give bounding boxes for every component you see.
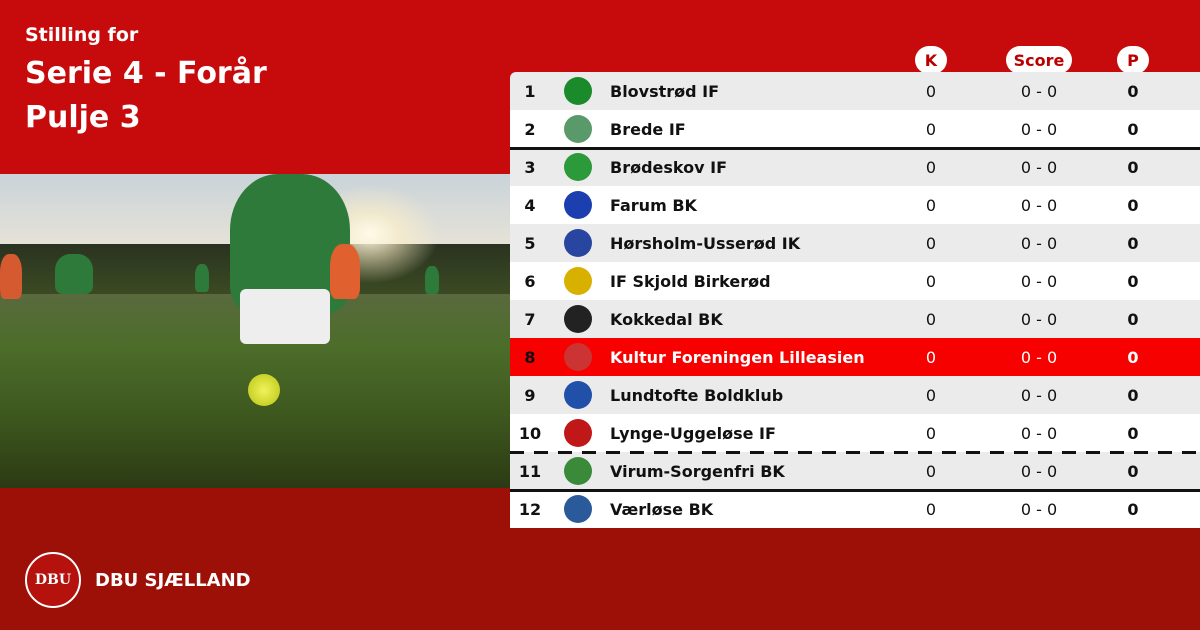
team-name: Brede IF xyxy=(610,119,686,139)
position: 3 xyxy=(524,157,536,177)
position: 5 xyxy=(524,233,536,253)
position: 10 xyxy=(518,423,542,443)
position: 11 xyxy=(518,461,542,481)
matches-played: 0 xyxy=(925,271,937,291)
club-logo-icon xyxy=(564,381,592,409)
score: 0 - 0 xyxy=(1020,119,1058,139)
position: 9 xyxy=(524,385,536,405)
matches-played: 0 xyxy=(925,423,937,443)
position: 2 xyxy=(524,119,536,139)
team-name: Kultur Foreningen Lilleasien xyxy=(610,347,865,367)
score: 0 - 0 xyxy=(1020,423,1058,443)
position: 1 xyxy=(524,81,536,101)
points: 0 xyxy=(1127,499,1139,519)
matches-played: 0 xyxy=(925,157,937,177)
matches-played: 0 xyxy=(925,233,937,253)
points: 0 xyxy=(1127,309,1139,329)
score: 0 - 0 xyxy=(1020,195,1058,215)
column-header-score[interactable]: Score xyxy=(1006,46,1072,74)
position: 7 xyxy=(524,309,536,329)
club-logo-icon xyxy=(564,495,592,523)
points: 0 xyxy=(1127,81,1139,101)
club-logo-icon xyxy=(564,457,592,485)
brand: DBU DBU SJÆLLAND xyxy=(25,552,251,608)
team-name: Virum-Sorgenfri BK xyxy=(610,461,785,481)
score: 0 - 0 xyxy=(1020,499,1058,519)
club-logo-icon xyxy=(564,229,592,257)
table-row[interactable]: 2 Brede IF 0 0 - 0 0 xyxy=(510,110,1200,150)
team-name: Kokkedal BK xyxy=(610,309,723,329)
matches-played: 0 xyxy=(925,119,937,139)
table-row[interactable]: 8 Kultur Foreningen Lilleasien 0 0 - 0 0 xyxy=(510,338,1200,376)
club-logo-icon xyxy=(564,191,592,219)
brand-name: DBU SJÆLLAND xyxy=(95,569,251,591)
table-row[interactable]: 10 Lynge-Uggeløse IF 0 0 - 0 0 xyxy=(510,414,1200,454)
club-logo-icon xyxy=(564,267,592,295)
table-row[interactable]: 4 Farum BK 0 0 - 0 0 xyxy=(510,186,1200,224)
team-name: Værløse BK xyxy=(610,499,714,519)
matches-played: 0 xyxy=(925,81,937,101)
football-photo xyxy=(0,174,510,488)
points: 0 xyxy=(1127,271,1139,291)
points: 0 xyxy=(1127,233,1139,253)
matches-played: 0 xyxy=(925,499,937,519)
score: 0 - 0 xyxy=(1020,271,1058,291)
team-name: Farum BK xyxy=(610,195,697,215)
table-row[interactable]: 7 Kokkedal BK 0 0 - 0 0 xyxy=(510,300,1200,338)
score: 0 - 0 xyxy=(1020,347,1058,367)
points: 0 xyxy=(1127,119,1139,139)
team-name: Lynge-Uggeløse IF xyxy=(610,423,776,443)
matches-played: 0 xyxy=(925,195,937,215)
table-row[interactable]: 11 Virum-Sorgenfri BK 0 0 - 0 0 xyxy=(510,452,1200,492)
club-logo-icon xyxy=(564,305,592,333)
position: 8 xyxy=(524,347,536,367)
position: 4 xyxy=(524,195,536,215)
table-row[interactable]: 6 IF Skjold Birkerød 0 0 - 0 0 xyxy=(510,262,1200,300)
club-logo-icon xyxy=(564,77,592,105)
club-logo-icon xyxy=(564,343,592,371)
position: 12 xyxy=(518,499,542,519)
team-name: IF Skjold Birkerød xyxy=(610,271,771,291)
column-header-k[interactable]: K xyxy=(915,46,947,74)
score: 0 - 0 xyxy=(1020,385,1058,405)
table-row[interactable]: 12 Værløse BK 0 0 - 0 0 xyxy=(510,490,1200,528)
table-row[interactable]: 9 Lundtofte Boldklub 0 0 - 0 0 xyxy=(510,376,1200,414)
points: 0 xyxy=(1127,461,1139,481)
team-name: Hørsholm-Usserød IK xyxy=(610,233,801,253)
score: 0 - 0 xyxy=(1020,309,1058,329)
club-logo-icon xyxy=(564,419,592,447)
team-name: Brødeskov IF xyxy=(610,157,727,177)
points: 0 xyxy=(1127,385,1139,405)
title-intro: Stilling for xyxy=(25,24,139,46)
table-row[interactable]: 5 Hørsholm-Usserød IK 0 0 - 0 0 xyxy=(510,224,1200,262)
table-row[interactable]: 3 Brødeskov IF 0 0 - 0 0 xyxy=(510,148,1200,186)
points: 0 xyxy=(1127,347,1139,367)
club-logo-icon xyxy=(564,153,592,181)
score: 0 - 0 xyxy=(1020,461,1058,481)
team-name: Blovstrød IF xyxy=(610,81,720,101)
table-row[interactable]: 1 Blovstrød IF 0 0 - 0 0 xyxy=(510,72,1200,110)
title-league: Serie 4 - Forår xyxy=(25,56,267,91)
points: 0 xyxy=(1127,423,1139,443)
title-pool: Pulje 3 xyxy=(25,100,141,135)
position: 6 xyxy=(524,271,536,291)
club-logo-icon xyxy=(564,115,592,143)
team-name: Lundtofte Boldklub xyxy=(610,385,784,405)
matches-played: 0 xyxy=(925,309,937,329)
points: 0 xyxy=(1127,157,1139,177)
matches-played: 0 xyxy=(925,385,937,405)
score: 0 - 0 xyxy=(1020,81,1058,101)
matches-played: 0 xyxy=(925,461,937,481)
points: 0 xyxy=(1127,195,1139,215)
score: 0 - 0 xyxy=(1020,157,1058,177)
title-block: Stilling for Serie 4 - Forår Pulje 3 xyxy=(25,22,267,138)
column-header-p[interactable]: P xyxy=(1117,46,1149,74)
score: 0 - 0 xyxy=(1020,233,1058,253)
matches-played: 0 xyxy=(925,347,937,367)
dbu-logo: DBU xyxy=(25,552,81,608)
